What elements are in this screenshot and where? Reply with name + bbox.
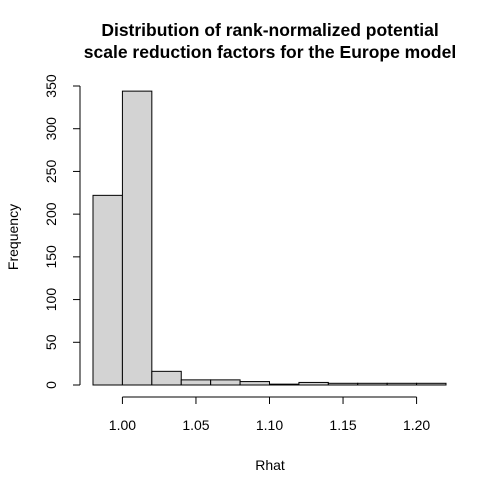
- histogram-bar-2: [151, 370, 182, 386]
- y-tick-label-0: 0: [43, 381, 59, 389]
- histogram-bar-4: [210, 379, 241, 386]
- y-tick-label-1: 50: [43, 334, 59, 350]
- histogram-bar-9: [357, 382, 388, 386]
- y-tick-label-4: 200: [43, 202, 59, 226]
- histogram-bar-10: [386, 382, 418, 386]
- x-tick-label-3: 1.15: [329, 417, 356, 433]
- chart-title-line-1: Distribution of rank-normalized potentia…: [101, 20, 438, 40]
- y-tick-label-2: 100: [43, 288, 59, 312]
- y-axis: 0 50 100 150 200 250 300 350: [43, 74, 81, 389]
- chart-title-line-2: scale reduction factors for the Europe m…: [84, 42, 456, 62]
- histogram-bar-0: [92, 194, 123, 386]
- histogram-bar-11: [416, 382, 447, 386]
- y-tick-label-3: 150: [43, 245, 59, 269]
- x-tick-label-2: 1.10: [256, 417, 283, 433]
- x-tick-label-4: 1.20: [403, 417, 430, 433]
- y-tick-label-5: 250: [43, 160, 59, 184]
- histogram-bar-3: [180, 379, 212, 386]
- x-axis-label: Rhat: [255, 457, 285, 473]
- bars-group: [92, 90, 447, 386]
- x-axis: 1.00 1.05 1.10 1.15 1.20: [109, 396, 430, 433]
- y-axis-label: Frequency: [5, 204, 21, 270]
- y-tick-label-7: 350: [43, 74, 59, 98]
- histogram-bar-7: [298, 381, 329, 386]
- histogram-bar-1: [121, 90, 153, 386]
- histogram-bar-8: [327, 382, 359, 386]
- histogram-bar-6: [269, 383, 300, 386]
- x-tick-label-0: 1.00: [109, 417, 136, 433]
- y-tick-label-6: 300: [43, 117, 59, 141]
- x-tick-label-1: 1.05: [182, 417, 209, 433]
- histogram-bar-5: [239, 381, 270, 386]
